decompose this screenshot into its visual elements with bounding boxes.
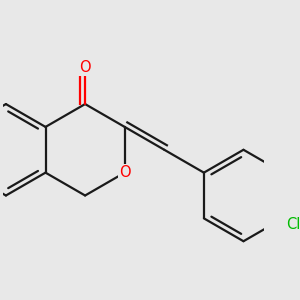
Text: Cl: Cl bbox=[286, 217, 300, 232]
Text: O: O bbox=[79, 60, 91, 75]
Text: O: O bbox=[119, 165, 130, 180]
